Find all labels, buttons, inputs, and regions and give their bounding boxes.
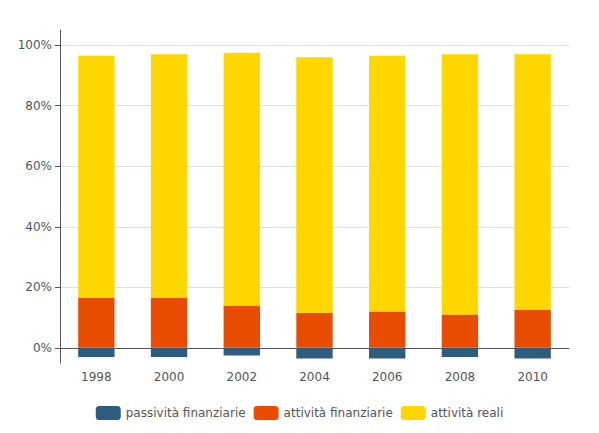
svg-text:1998: 1998 xyxy=(81,370,112,384)
svg-text:attività finanziarie: attività finanziarie xyxy=(284,406,393,420)
svg-text:2000: 2000 xyxy=(154,370,185,384)
svg-text:2008: 2008 xyxy=(445,370,476,384)
svg-text:2010: 2010 xyxy=(517,370,548,384)
svg-text:attività reali: attività reali xyxy=(431,406,503,420)
svg-text:20%: 20% xyxy=(25,280,52,294)
svg-text:80%: 80% xyxy=(25,99,52,113)
svg-text:2002: 2002 xyxy=(227,370,258,384)
svg-text:100%: 100% xyxy=(18,38,52,52)
svg-text:0%: 0% xyxy=(33,341,52,355)
svg-text:passività finanziarie: passività finanziarie xyxy=(126,406,246,420)
svg-text:60%: 60% xyxy=(25,159,52,173)
svg-text:2004: 2004 xyxy=(299,370,330,384)
svg-text:2006: 2006 xyxy=(372,370,403,384)
svg-text:40%: 40% xyxy=(25,220,52,234)
